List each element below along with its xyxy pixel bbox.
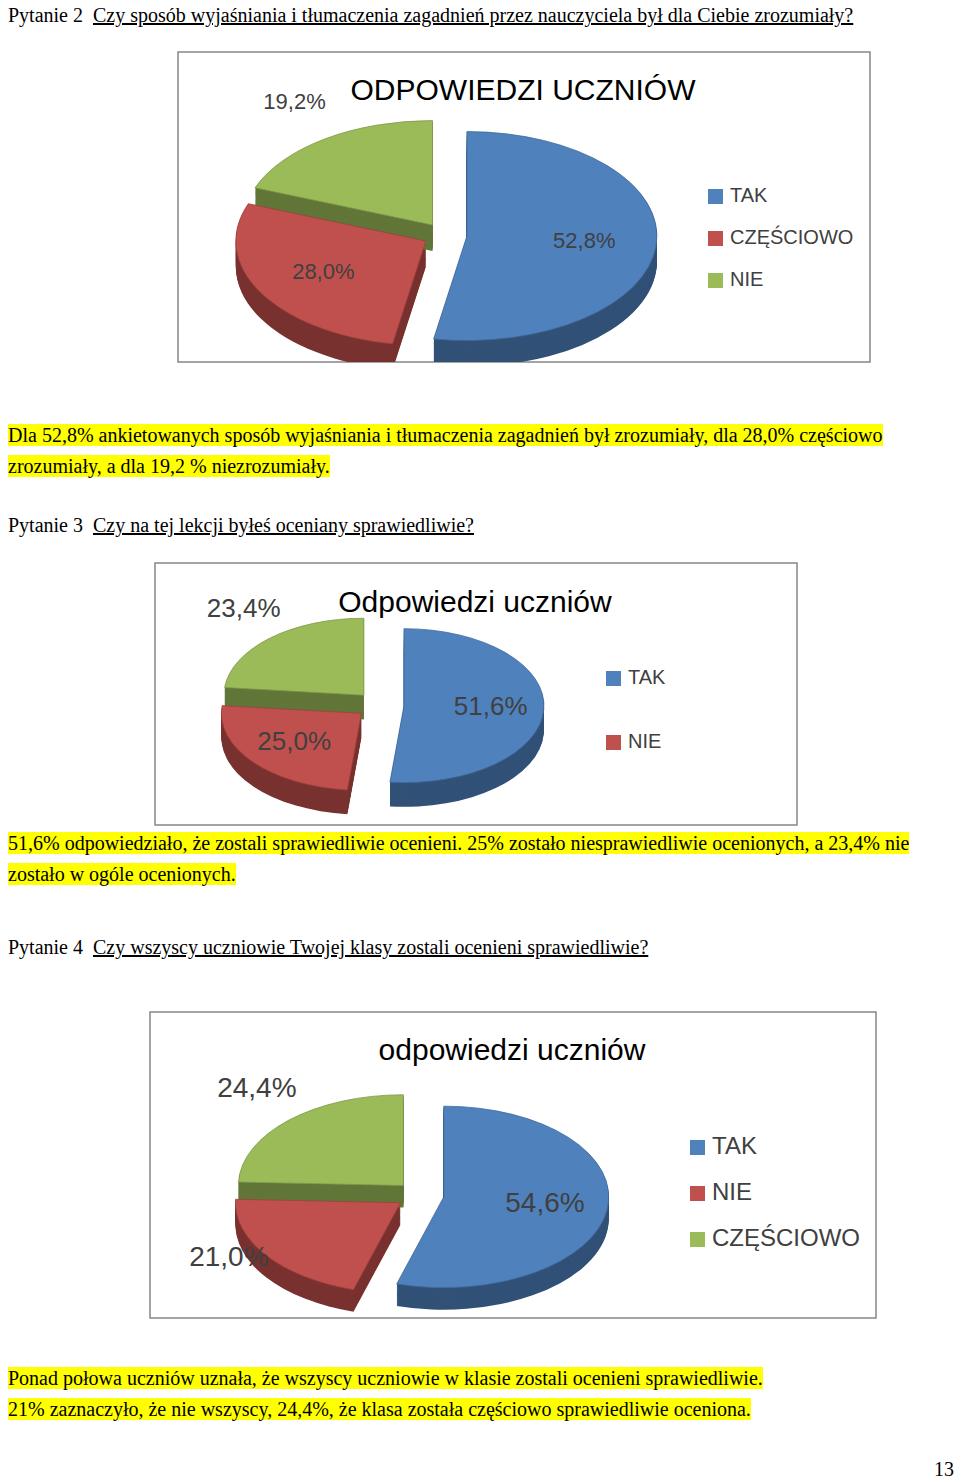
legend-swatch [690,1140,705,1155]
slice [221,706,361,790]
data-label: 25,0% [257,726,331,756]
chart: Odpowiedzi uczniów 51,6% 25,0% 23,4% TAK NIE [155,563,797,825]
data-label: 28,0% [292,259,354,284]
data-label: 21,0% [189,1241,268,1272]
chart-frame [178,52,870,362]
summary-text: Dla 52,8% ankietowanych sposób wyjaśnian… [8,424,883,477]
slice-depth [255,121,433,226]
chart-frame [155,563,797,825]
slice [397,1106,609,1288]
legend-swatch [708,231,723,246]
summary-line: Ponad połowa uczniów uznała, że wszyscy … [8,1363,956,1394]
chart-title: Odpowiedzi uczniów [338,585,612,618]
legend-swatch [606,671,621,686]
legend: TAK NIE CZĘŚCIOWO [690,1132,860,1251]
slice [434,132,657,341]
summary-text: 21% zaznaczyło, że nie wszyscy, 24,4%, ż… [8,1398,751,1420]
slice-depth [434,132,657,341]
chart: ODPOWIEDZI UCZNIÓW 52,8% 28,0% 19,2% TAK CZĘŚ… [178,52,870,370]
chart-title: ODPOWIEDZI UCZNIÓW [351,73,697,106]
page-number: 13 [934,1458,954,1481]
legend-label: NIE [628,730,661,752]
chart-frame [150,1012,876,1318]
legend-swatch [708,189,723,204]
legend-swatch [690,1232,705,1247]
slice [255,121,433,226]
pie-area [236,121,657,362]
legend-swatch [690,1186,705,1201]
question: Pytanie 4 Czy wszyscy uczniowie Twojej k… [8,932,956,963]
data-label: 52,8% [553,228,615,253]
slice [390,629,544,783]
legend-label: CZĘŚCIOWO [712,1224,860,1251]
pie-area [235,1095,608,1312]
charts-canvas: ODPOWIEDZI UCZNIÓW 52,8% 28,0% 19,2% TAK CZĘŚ… [0,0,960,1484]
legend-label: NIE [712,1178,752,1205]
legend-swatch [708,273,723,288]
pie [236,121,657,362]
data-label: 24,4% [217,1072,296,1103]
data-label: 54,6% [505,1187,584,1218]
legend-label: TAK [628,666,666,688]
summary: 51,6% odpowiedziało, że zostali sprawied… [8,828,956,890]
legend-label: TAK [712,1132,757,1159]
question: Pytanie 3 Czy na tej lekcji byłeś ocenia… [8,510,956,541]
legend-label: NIE [730,268,763,290]
summary-text: Ponad połowa uczniów uznała, że wszyscy … [8,1367,763,1389]
pie [235,1095,608,1312]
question-text: Czy na tej lekcji byłeś oceniany sprawie… [93,514,474,536]
chart: odpowiedzi uczniów 54,6% 21,0% 24,4% TAK NIE C… [150,1012,876,1318]
data-label: 19,2% [263,89,325,114]
question-number: Pytanie 2 [8,4,83,26]
question-text: Czy wszyscy uczniowie Twojej klasy zosta… [93,936,648,958]
slice [236,204,426,344]
legend: TAK NIE [606,666,666,752]
summary-line: Dla 52,8% ankietowanych sposób wyjaśnian… [8,420,956,482]
slice [225,618,364,695]
slice [238,1095,403,1186]
pie-area [221,618,544,814]
legend-label: CZĘŚCIOWO [730,225,853,248]
summary-line: 21% zaznaczyło, że nie wszyscy, 24,4%, ż… [8,1394,956,1425]
question: Pytanie 2 Czy sposób wyjaśniania i tłuma… [8,0,956,31]
legend-swatch [606,735,621,750]
question-number: Pytanie 4 [8,936,83,958]
summary: Ponad połowa uczniów uznała, że wszyscy … [8,1363,956,1425]
legend: TAK CZĘŚCIOWO NIE [708,184,853,290]
question-text: Czy sposób wyjaśniania i tłumaczenia zag… [93,4,853,26]
summary: Dla 52,8% ankietowanych sposób wyjaśnian… [8,420,956,482]
pie [221,618,544,814]
question-number: Pytanie 3 [8,514,83,536]
legend-label: TAK [730,184,768,206]
summary-text: 51,6% odpowiedziało, że zostali sprawied… [8,832,909,885]
data-label: 51,6% [454,691,528,721]
chart-title: odpowiedzi uczniów [379,1033,646,1066]
data-label: 23,4% [207,593,281,623]
summary-line: 51,6% odpowiedziało, że zostali sprawied… [8,828,956,890]
